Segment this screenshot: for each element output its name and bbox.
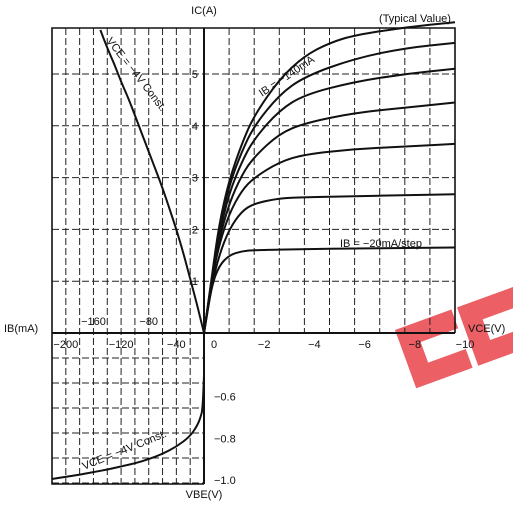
vce-tick-label: −10	[456, 339, 475, 351]
transfer-curve	[99, 29, 205, 334]
ic-tick-label: 3	[192, 173, 198, 185]
ib-tick-label: −200	[53, 339, 78, 351]
ticks-group: 0 −2 −4 −6 −8 −10 1 2 3 4 5 −160 −80 −200 −120 −40 −0.6 −…	[53, 69, 474, 487]
ib-tick-label: −160	[81, 316, 106, 328]
ib-tick-label: −120	[109, 339, 134, 351]
ic-axis-label: IC(A)	[191, 5, 217, 17]
vce-tick-label: −6	[358, 339, 371, 351]
vce-tick-label: −2	[258, 339, 271, 351]
chart-title: (Typical Value)	[379, 13, 451, 25]
input-curve	[51, 375, 205, 480]
vbe-tick-label: −0.6	[214, 392, 236, 404]
grid-group	[51, 28, 456, 484]
vce-tick-label: −8	[409, 339, 422, 351]
annotation-ib-step: IB = −20mA/step	[340, 238, 422, 250]
watermark-logo	[395, 286, 513, 389]
ic-tick-label: 2	[192, 224, 198, 236]
annotation-vce-const-upper: VCE = −4V Const.	[104, 35, 169, 113]
vbe-tick-label: −0.8	[214, 433, 236, 445]
ib-axis-label: IB(mA)	[4, 323, 38, 335]
ib-tick-label: −80	[139, 316, 158, 328]
lower-frame	[51, 333, 204, 485]
vbe-tick-label: −1.0	[214, 475, 236, 487]
ic-tick-label: 4	[192, 121, 198, 133]
ib-tick-label: −40	[167, 339, 186, 351]
curves-group	[51, 21, 456, 480]
vbe-axis-label: VBE(V)	[186, 489, 223, 501]
vce-tick-label: −4	[308, 339, 321, 351]
output-curve-2	[203, 193, 456, 334]
ic-tick-label: 5	[192, 69, 198, 81]
vce-tick-label: 0	[211, 339, 217, 351]
upper-frame	[51, 27, 456, 333]
frame-group	[51, 27, 456, 485]
vce-axis-label: VCE(V)	[468, 323, 505, 335]
output-curve-7	[203, 21, 456, 334]
ic-tick-label: 1	[192, 276, 198, 288]
